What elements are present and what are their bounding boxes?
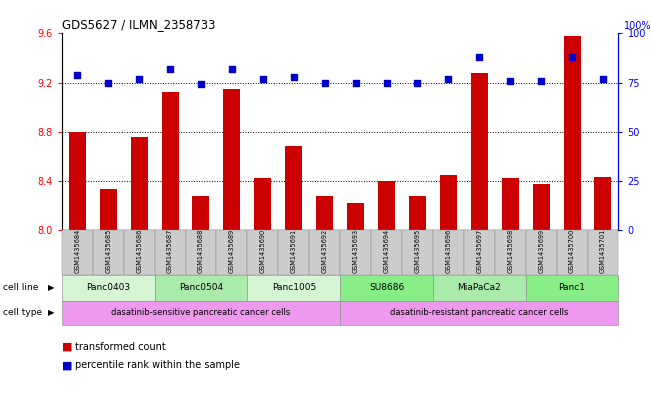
Bar [161, 92, 178, 230]
Text: transformed count: transformed count [75, 342, 165, 352]
Text: cell line: cell line [3, 283, 38, 292]
Text: SU8686: SU8686 [369, 283, 404, 292]
Text: ▶: ▶ [48, 309, 55, 317]
Point [320, 79, 330, 86]
Text: 100%: 100% [624, 20, 651, 31]
Bar [378, 181, 395, 230]
Text: Panc1: Panc1 [559, 283, 585, 292]
Point [474, 54, 484, 60]
Point [350, 79, 361, 86]
Bar [502, 178, 519, 230]
Text: GSM1435701: GSM1435701 [600, 229, 606, 273]
Text: GSM1435691: GSM1435691 [291, 229, 297, 273]
Text: percentile rank within the sample: percentile rank within the sample [75, 360, 240, 371]
Bar [255, 178, 271, 230]
Text: GSM1435692: GSM1435692 [322, 229, 327, 273]
Text: ■: ■ [62, 342, 72, 352]
Text: GSM1435690: GSM1435690 [260, 229, 266, 273]
Point [72, 72, 83, 78]
Text: GSM1435685: GSM1435685 [105, 229, 111, 273]
Point [258, 75, 268, 82]
Point [134, 75, 145, 82]
Point [505, 77, 516, 84]
Text: ▶: ▶ [48, 283, 55, 292]
Text: GSM1435696: GSM1435696 [445, 229, 451, 273]
Text: GSM1435686: GSM1435686 [136, 229, 142, 273]
Bar [316, 196, 333, 230]
Bar [193, 196, 210, 230]
Text: cell type: cell type [3, 309, 42, 317]
Bar [564, 36, 581, 230]
Bar [131, 136, 148, 230]
Point [165, 66, 175, 72]
Text: dasatinib-sensitive pancreatic cancer cells: dasatinib-sensitive pancreatic cancer ce… [111, 309, 290, 317]
Point [443, 75, 454, 82]
Text: GDS5627 / ILMN_2358733: GDS5627 / ILMN_2358733 [62, 18, 215, 31]
Bar [409, 196, 426, 230]
Point [536, 77, 546, 84]
Bar [471, 73, 488, 230]
Text: GSM1435694: GSM1435694 [383, 229, 389, 273]
Text: GSM1435697: GSM1435697 [477, 229, 482, 273]
Bar [223, 89, 240, 230]
Bar [594, 177, 611, 230]
Text: MiaPaCa2: MiaPaCa2 [458, 283, 501, 292]
Point [288, 73, 299, 80]
Text: Panc0403: Panc0403 [86, 283, 130, 292]
Text: GSM1435693: GSM1435693 [353, 229, 359, 273]
Point [227, 66, 237, 72]
Bar [347, 203, 364, 230]
Text: GSM1435695: GSM1435695 [415, 229, 421, 273]
Bar [100, 189, 117, 230]
Text: GSM1435698: GSM1435698 [507, 229, 513, 273]
Text: GSM1435688: GSM1435688 [198, 229, 204, 273]
Text: GSM1435699: GSM1435699 [538, 229, 544, 273]
Text: GSM1435689: GSM1435689 [229, 229, 235, 273]
Text: ■: ■ [62, 360, 72, 371]
Point [412, 79, 422, 86]
Text: GSM1435684: GSM1435684 [74, 229, 80, 273]
Point [598, 75, 608, 82]
Text: dasatinib-resistant pancreatic cancer cells: dasatinib-resistant pancreatic cancer ce… [390, 309, 568, 317]
Point [381, 79, 392, 86]
Text: Panc0504: Panc0504 [179, 283, 223, 292]
Point [567, 54, 577, 60]
Point [196, 81, 206, 88]
Bar [285, 146, 302, 230]
Text: Panc1005: Panc1005 [271, 283, 316, 292]
Point [103, 79, 113, 86]
Bar [533, 184, 549, 230]
Bar [69, 132, 86, 230]
Text: GSM1435687: GSM1435687 [167, 229, 173, 273]
Bar [440, 174, 457, 230]
Text: GSM1435700: GSM1435700 [569, 229, 575, 273]
